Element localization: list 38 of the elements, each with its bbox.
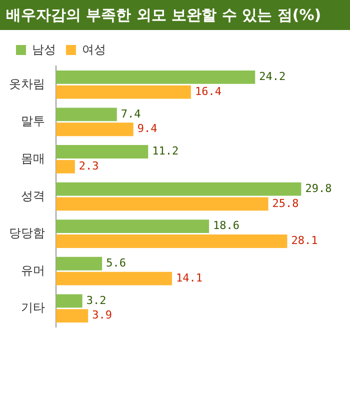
bar [56,234,288,248]
bar [56,85,191,99]
bar [56,122,134,136]
data-label: 24.2 [259,70,286,84]
bar [56,197,268,211]
data-label: 3.9 [92,308,112,322]
y-tick-label: 기타 [21,300,45,315]
data-label: 18.6 [213,219,240,232]
bar [56,309,88,323]
data-label: 2.3 [78,160,99,173]
data-label: 5.6 [106,256,126,270]
y-tick-label: 유머 [21,263,45,278]
data-label: 29.8 [305,182,332,195]
data-label: 16.4 [194,84,222,98]
bar [56,70,256,84]
data-label: 3.2 [86,294,106,307]
y-tick-label: 말투 [21,114,45,128]
data-label: 14.1 [176,271,203,284]
data-label: 9.4 [137,122,158,136]
data-label: 7.4 [120,107,142,120]
bar [56,220,210,234]
data-label: 28.1 [291,234,318,248]
bar [56,108,117,122]
bar [56,272,172,286]
bar [56,145,148,158]
bar [56,294,82,308]
legend-label: 남성 [32,42,56,56]
data-label: 25.8 [272,196,299,210]
y-tick-label: 당당함 [9,226,45,240]
legend-label: 여성 [82,42,106,56]
bar [56,256,102,270]
y-tick-label: 옷차림 [9,76,45,91]
bar [56,160,75,174]
data-label: 11.2 [152,144,179,158]
chart-title: 배우자감의 부족한 외모 보완할 수 있는 점(%) [0,0,350,30]
bar [56,182,302,196]
y-tick-label: 성격 [21,188,45,203]
y-tick-label: 몸매 [21,152,45,166]
